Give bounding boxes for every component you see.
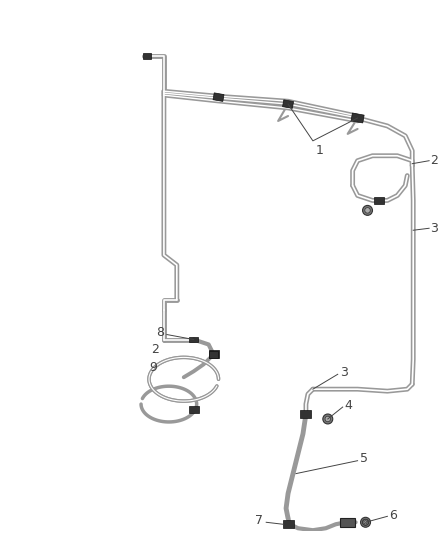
- Text: 9: 9: [149, 361, 157, 374]
- Text: 8: 8: [156, 326, 164, 339]
- Bar: [189, 406, 199, 413]
- Text: 2: 2: [151, 343, 159, 356]
- Bar: [283, 100, 293, 108]
- Text: 2: 2: [430, 154, 438, 167]
- Bar: [213, 93, 224, 101]
- Text: 6: 6: [389, 509, 397, 522]
- Circle shape: [363, 519, 368, 525]
- Text: 7: 7: [255, 514, 263, 527]
- Bar: [300, 410, 311, 418]
- Text: 5: 5: [360, 452, 367, 465]
- Bar: [374, 197, 385, 204]
- Bar: [351, 113, 364, 123]
- Text: 3: 3: [340, 366, 348, 379]
- Circle shape: [365, 208, 370, 213]
- Bar: [142, 53, 152, 59]
- Bar: [208, 350, 219, 358]
- Text: 1: 1: [316, 144, 324, 157]
- Text: 3: 3: [430, 222, 438, 235]
- Circle shape: [363, 520, 368, 525]
- Circle shape: [364, 521, 367, 524]
- Circle shape: [323, 414, 333, 424]
- Text: 4: 4: [345, 399, 353, 411]
- Bar: [283, 520, 293, 528]
- Circle shape: [363, 205, 372, 215]
- Bar: [340, 518, 355, 527]
- Bar: [209, 351, 218, 358]
- Circle shape: [325, 416, 331, 422]
- Bar: [189, 336, 198, 343]
- Circle shape: [360, 518, 371, 527]
